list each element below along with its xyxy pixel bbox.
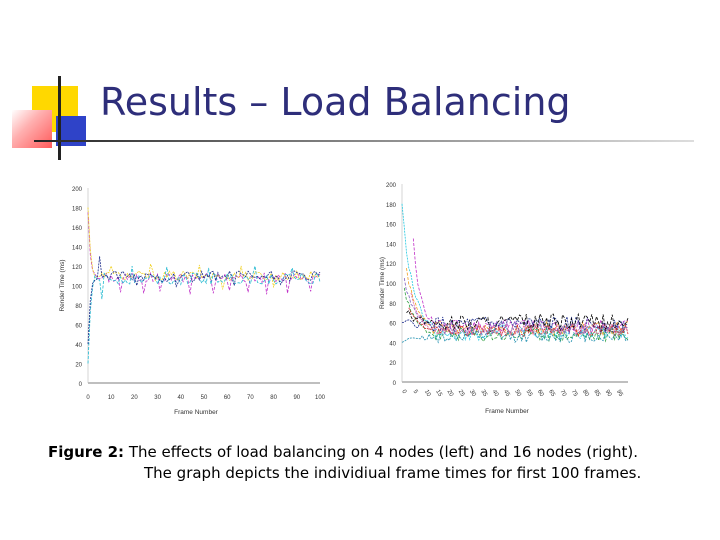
x-tick-label: 40 bbox=[177, 395, 184, 401]
y-tick-label: 200 bbox=[386, 183, 397, 189]
x-tick-label: 60 bbox=[536, 389, 545, 398]
series-line bbox=[406, 310, 629, 332]
series-line bbox=[403, 287, 629, 343]
x-tick-label: 25 bbox=[457, 389, 466, 398]
vertical-rule-decoration bbox=[58, 76, 61, 160]
x-tick-label: 90 bbox=[604, 389, 613, 398]
series-line bbox=[401, 315, 629, 334]
x-tick-label: 80 bbox=[581, 389, 590, 398]
x-tick-label: 35 bbox=[479, 389, 488, 398]
y-tick-label: 0 bbox=[79, 382, 83, 388]
y-tick-label: 160 bbox=[386, 223, 397, 229]
series-line bbox=[87, 207, 321, 290]
series-line bbox=[401, 203, 629, 342]
x-tick-label: 100 bbox=[315, 395, 326, 401]
caption-line-2: The graph depicts the individiual frame … bbox=[144, 464, 642, 482]
x-tick-label: 45 bbox=[502, 389, 511, 398]
x-tick-label: 55 bbox=[525, 389, 534, 398]
figure-caption: Figure 2: The effects of load balancing … bbox=[48, 442, 708, 484]
y-tick-label: 20 bbox=[389, 361, 396, 367]
x-tick-label: 10 bbox=[108, 395, 115, 401]
x-tick-label: 65 bbox=[547, 389, 556, 398]
y-tick-label: 120 bbox=[72, 265, 83, 271]
series-line bbox=[87, 256, 321, 345]
x-tick-label: 80 bbox=[270, 395, 277, 401]
x-tick-label: 20 bbox=[445, 389, 454, 398]
series-line bbox=[408, 307, 629, 338]
y-tick-label: 80 bbox=[75, 304, 82, 310]
x-tick-label: 75 bbox=[570, 389, 579, 398]
x-tick-label: 20 bbox=[131, 395, 138, 401]
caption-label: Figure 2: bbox=[48, 443, 125, 461]
series-line bbox=[87, 265, 321, 364]
x-tick-label: 40 bbox=[491, 389, 500, 398]
x-tick-label: 50 bbox=[201, 395, 208, 401]
y-tick-label: 60 bbox=[389, 322, 396, 328]
x-tick-label: 85 bbox=[592, 389, 601, 398]
x-tick-label: 70 bbox=[558, 389, 567, 398]
x-tick-label: 15 bbox=[434, 389, 443, 398]
y-tick-label: 180 bbox=[72, 207, 83, 213]
caption-text: The effects of load balancing on 4 nodes… bbox=[128, 443, 638, 461]
y-tick-label: 140 bbox=[386, 242, 397, 248]
y-tick-label: 20 bbox=[75, 363, 82, 369]
series-line bbox=[410, 292, 629, 337]
x-tick-label: 0 bbox=[86, 395, 90, 401]
x-tick-label: 70 bbox=[247, 395, 254, 401]
x-tick-label: 30 bbox=[468, 389, 477, 398]
y-tick-label: 40 bbox=[75, 343, 82, 349]
x-tick-label: 10 bbox=[423, 389, 432, 398]
chart-4-nodes: 0 20 40 60 80 100 120 140 160 180 200 0 10 20 30 40 50 60… bbox=[59, 187, 326, 416]
y-tick-label: 140 bbox=[72, 246, 83, 252]
x-tick-label: 0 bbox=[400, 389, 407, 395]
y-tick-label: 200 bbox=[72, 187, 83, 193]
x-tick-label: 30 bbox=[154, 395, 161, 401]
y-tick-label: 160 bbox=[72, 226, 83, 232]
x-axis-label: Frame Number bbox=[485, 408, 530, 415]
x-axis-label: Frame Number bbox=[174, 409, 219, 416]
slide-title: Results – Load Balancing bbox=[100, 80, 571, 124]
y-tick-label: 80 bbox=[389, 302, 396, 308]
y-tick-label: 100 bbox=[386, 282, 397, 288]
x-tick-label: 50 bbox=[513, 389, 522, 398]
y-axis-label: Render Time (ms) bbox=[59, 259, 66, 311]
y-tick-label: 40 bbox=[389, 341, 396, 347]
x-tick-label: 60 bbox=[224, 395, 231, 401]
x-tick-label: 90 bbox=[293, 395, 300, 401]
x-tick-label: 95 bbox=[615, 389, 624, 398]
y-tick-label: 60 bbox=[75, 324, 82, 330]
horizontal-rule-decoration bbox=[34, 140, 694, 142]
y-tick-label: 180 bbox=[386, 203, 397, 209]
series-line bbox=[403, 278, 629, 336]
y-tick-label: 0 bbox=[393, 381, 397, 387]
series-line bbox=[87, 212, 321, 295]
x-tick-label: 5 bbox=[412, 389, 419, 395]
y-tick-label: 120 bbox=[386, 262, 397, 268]
y-tick-label: 100 bbox=[72, 285, 83, 291]
y-axis-label: Render Time (ms) bbox=[379, 257, 386, 309]
series-line bbox=[401, 329, 629, 344]
